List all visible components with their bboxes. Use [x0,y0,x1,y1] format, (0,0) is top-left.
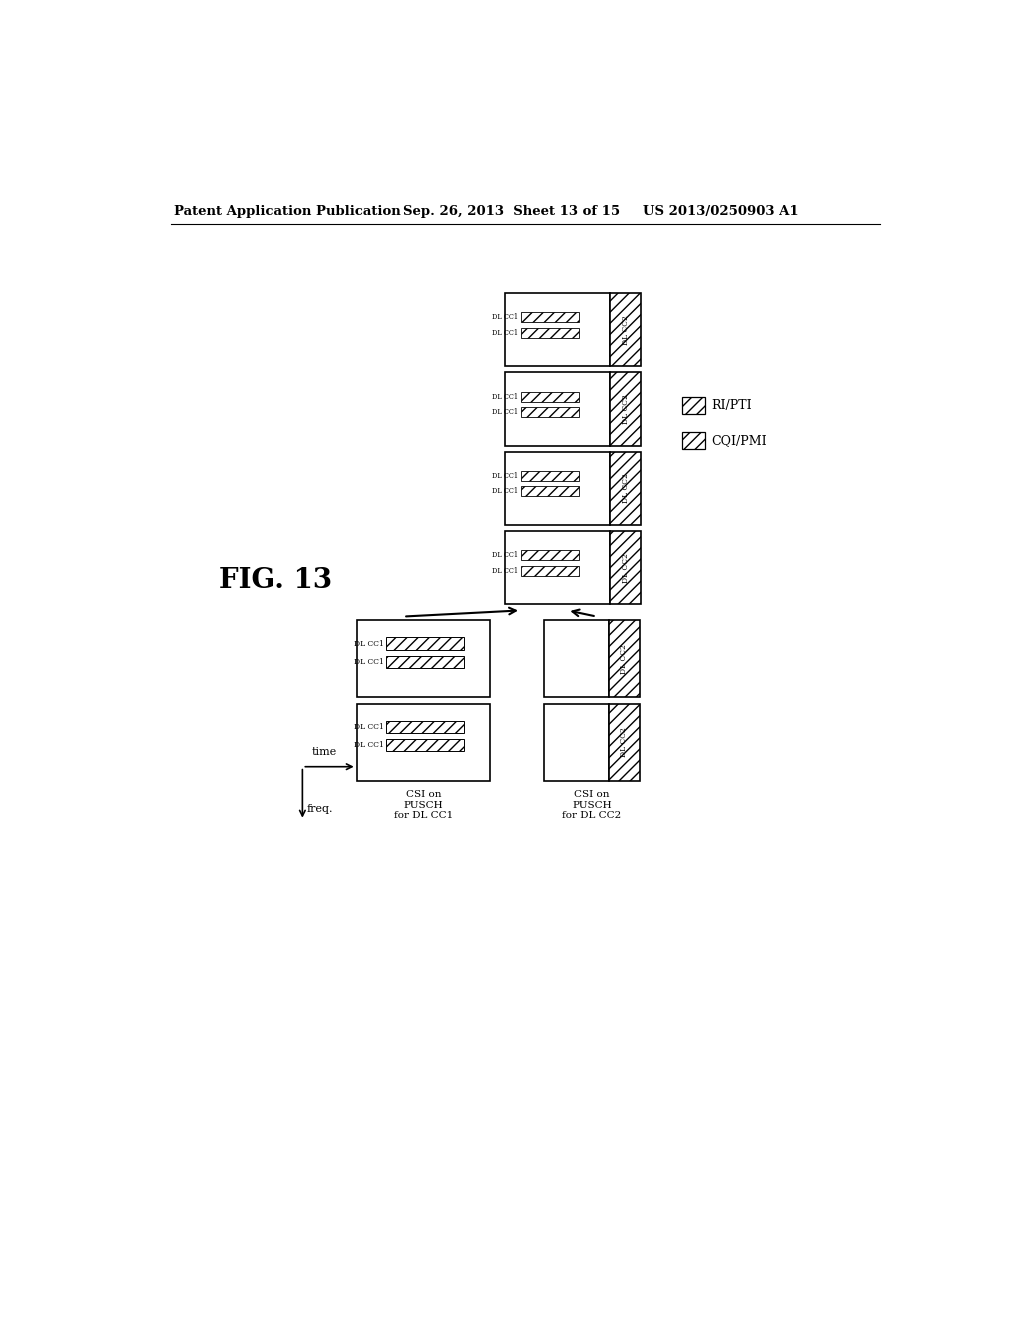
Text: DL CC2: DL CC2 [620,727,628,756]
Bar [610,531,641,605]
Text: FIG. 13: FIG. 13 [219,566,333,594]
Bar [521,407,579,417]
Text: freq.: freq. [306,804,333,814]
Text: DL CC2: DL CC2 [622,395,630,424]
Bar [521,327,579,338]
Text: DL CC1: DL CC1 [493,329,518,337]
Text: DL CC1: DL CC1 [493,473,518,480]
Bar [506,531,610,605]
Text: US 2013/0250903 A1: US 2013/0250903 A1 [643,205,799,218]
Text: Patent Application Publication: Patent Application Publication [174,205,401,218]
Bar [521,392,579,401]
Text: DL CC1: DL CC1 [354,657,384,667]
Bar [356,704,489,780]
Bar [521,550,579,561]
Bar [386,638,464,649]
Bar [544,620,608,697]
Text: for DL CC1: for DL CC1 [393,812,453,820]
Bar [682,432,706,449]
Text: PUSCH: PUSCH [572,800,611,809]
Text: for DL CC2: for DL CC2 [562,812,622,820]
Text: CQI/PMI: CQI/PMI [712,434,767,446]
Text: DL CC2: DL CC2 [620,644,628,673]
Bar [544,704,608,780]
Text: DL CC2: DL CC2 [622,553,630,582]
Bar [386,656,464,668]
Bar [521,471,579,480]
Text: Sep. 26, 2013  Sheet 13 of 15: Sep. 26, 2013 Sheet 13 of 15 [403,205,621,218]
Bar [386,721,464,733]
Text: PUSCH: PUSCH [403,800,443,809]
Bar [610,451,641,525]
Bar [608,704,640,780]
Bar [608,620,640,697]
Bar [506,451,610,525]
Text: DL CC1: DL CC1 [493,393,518,401]
Text: DL CC1: DL CC1 [354,639,384,648]
Bar [386,739,464,751]
Bar [682,397,706,414]
Bar [506,293,610,367]
Bar [610,293,641,367]
Bar [521,566,579,576]
Text: DL CC1: DL CC1 [493,408,518,416]
Text: RI/PTI: RI/PTI [712,399,753,412]
Bar [610,372,641,446]
Text: DL CC1: DL CC1 [493,487,518,495]
Text: DL CC1: DL CC1 [354,741,384,750]
Text: CSI on: CSI on [406,789,441,799]
Text: DL CC1: DL CC1 [493,566,518,574]
Text: DL CC2: DL CC2 [622,474,630,503]
Bar [356,620,489,697]
Text: CSI on: CSI on [574,789,609,799]
Bar [521,487,579,496]
Text: DL CC2: DL CC2 [622,314,630,345]
Bar [506,372,610,446]
Text: DL CC1: DL CC1 [493,552,518,560]
Bar [521,313,579,322]
Text: DL CC1: DL CC1 [493,313,518,321]
Text: DL CC1: DL CC1 [354,722,384,731]
Text: time: time [311,747,337,758]
